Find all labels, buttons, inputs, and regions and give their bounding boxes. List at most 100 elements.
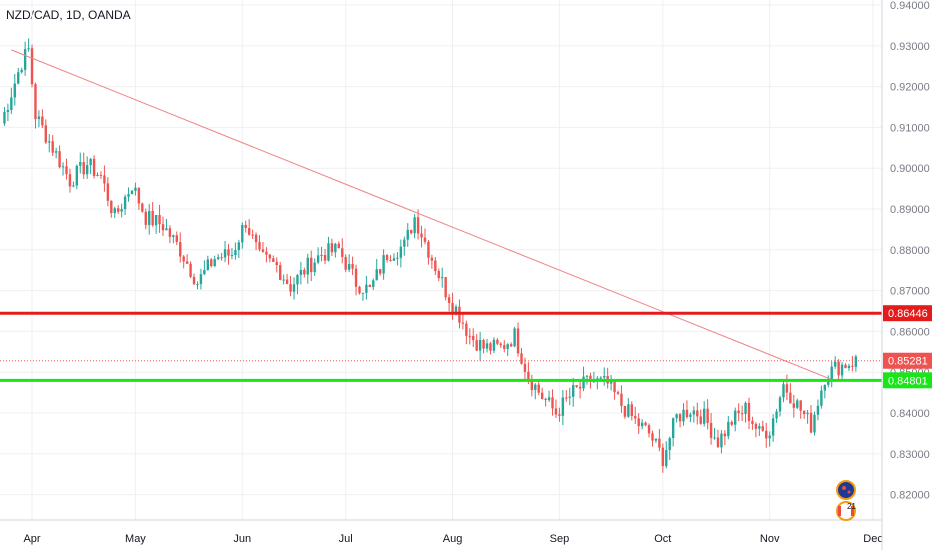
candle-down bbox=[141, 203, 144, 212]
candle-down bbox=[279, 265, 282, 280]
candle-down bbox=[623, 405, 627, 417]
candle-down bbox=[509, 344, 513, 347]
candle-down bbox=[503, 345, 506, 349]
candle-down bbox=[558, 414, 561, 416]
candle-up bbox=[199, 274, 203, 285]
current-price-label: 0.85281 bbox=[888, 356, 928, 368]
candle-down bbox=[651, 433, 654, 441]
candle-down bbox=[747, 402, 751, 421]
candle-down bbox=[378, 269, 382, 274]
candle-up bbox=[85, 165, 89, 175]
candle-down bbox=[699, 416, 702, 424]
candle-up bbox=[485, 343, 489, 349]
candle-down bbox=[137, 187, 141, 204]
date-tick-label: Dec bbox=[863, 533, 883, 545]
support-price-label-box bbox=[883, 372, 932, 389]
candle-up bbox=[720, 433, 723, 448]
candle-down bbox=[482, 339, 485, 349]
price-tick-label: 0.92000 bbox=[890, 82, 930, 94]
candle-down bbox=[251, 234, 254, 236]
support-price-label: 0.84801 bbox=[888, 375, 928, 387]
candle-up bbox=[627, 404, 630, 417]
candles bbox=[3, 38, 858, 473]
candle-up bbox=[282, 279, 285, 281]
candle-down bbox=[844, 364, 847, 369]
candle-down bbox=[540, 392, 544, 399]
candle-down bbox=[337, 243, 341, 249]
candle-up bbox=[675, 414, 678, 419]
candle-up bbox=[123, 196, 127, 210]
candle-down bbox=[685, 409, 689, 418]
candle-down bbox=[613, 380, 616, 393]
candle-down bbox=[716, 437, 720, 448]
candle-up bbox=[406, 229, 409, 240]
candle-down bbox=[58, 151, 61, 168]
candle-up bbox=[441, 277, 444, 279]
candle-up bbox=[89, 158, 92, 166]
candle-up bbox=[320, 254, 323, 256]
candle-up bbox=[61, 166, 65, 168]
candle-up bbox=[665, 450, 668, 467]
candle-down bbox=[709, 422, 713, 438]
candle-up bbox=[382, 255, 385, 274]
candle-up bbox=[827, 380, 830, 385]
candle-down bbox=[258, 242, 261, 250]
price-tick-label: 0.89000 bbox=[890, 204, 930, 216]
candle-up bbox=[668, 438, 671, 451]
candle-up bbox=[654, 438, 658, 441]
candle-down bbox=[368, 284, 372, 287]
candle-down bbox=[761, 426, 764, 431]
candle-up bbox=[568, 396, 571, 398]
candle-up bbox=[213, 259, 216, 267]
date-tick-label: Sep bbox=[550, 533, 570, 545]
candle-down bbox=[723, 433, 727, 437]
candle-up bbox=[196, 284, 199, 286]
candle-up bbox=[744, 402, 747, 414]
candle-down bbox=[706, 408, 709, 423]
candle-down bbox=[696, 410, 699, 417]
candle-down bbox=[461, 322, 465, 324]
date-tick-label: May bbox=[125, 533, 146, 545]
candle-down bbox=[51, 141, 54, 153]
grid-lines bbox=[0, 0, 882, 520]
candle-down bbox=[437, 271, 440, 279]
candle-up bbox=[237, 242, 241, 251]
current-price-label-box bbox=[883, 352, 932, 369]
candle-up bbox=[778, 397, 782, 412]
candle-up bbox=[478, 339, 482, 351]
candle-down bbox=[578, 386, 582, 389]
candle-down bbox=[630, 404, 634, 417]
candle-up bbox=[847, 365, 851, 369]
candle-down bbox=[420, 233, 423, 238]
resistance-price-label-box bbox=[883, 305, 932, 322]
candle-up bbox=[365, 284, 368, 293]
candle-down bbox=[792, 403, 796, 408]
candle-down bbox=[275, 261, 278, 266]
candle-up bbox=[113, 208, 116, 214]
candle-up bbox=[782, 384, 785, 398]
candle-down bbox=[330, 243, 334, 253]
overlays bbox=[0, 49, 882, 382]
trendline[interactable] bbox=[11, 49, 832, 381]
candle-up bbox=[154, 215, 158, 226]
candle-up bbox=[689, 414, 692, 418]
date-tick-label: Jul bbox=[339, 533, 353, 545]
candle-down bbox=[430, 257, 434, 261]
candle-up bbox=[692, 410, 696, 415]
candle-up bbox=[306, 257, 309, 275]
candle-down bbox=[658, 438, 661, 448]
candle-up bbox=[296, 274, 299, 285]
candle-up bbox=[603, 376, 606, 378]
candle-up bbox=[806, 412, 809, 415]
candle-down bbox=[44, 125, 48, 143]
candle-up bbox=[241, 224, 244, 243]
candle-down bbox=[789, 392, 792, 404]
currency-icons: 21 bbox=[836, 480, 856, 521]
candle-up bbox=[172, 235, 175, 237]
candle-up bbox=[127, 194, 130, 197]
candle-up bbox=[134, 187, 137, 191]
flag-ca-icon bbox=[836, 501, 856, 521]
price-tick-label: 0.90000 bbox=[890, 163, 930, 175]
